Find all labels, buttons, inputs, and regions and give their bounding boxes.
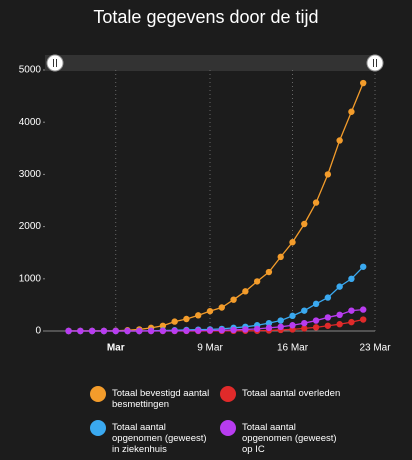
legend-item: Totaal aantal overleden: [220, 386, 345, 402]
data-point: [360, 263, 367, 270]
data-point: [195, 312, 202, 319]
data-point: [312, 317, 320, 324]
data-point: [324, 314, 332, 321]
data-point: [253, 325, 261, 333]
legend-swatch: [220, 420, 236, 436]
legend-label: Totaal aantal opgenomen (geweest) in zie…: [112, 422, 207, 455]
data-point: [301, 319, 308, 327]
data-point: [183, 315, 190, 323]
data-point: [324, 171, 332, 178]
data-point: [206, 307, 214, 315]
data-point: [277, 253, 284, 261]
y-tick-label: 2000: [19, 221, 42, 232]
data-point: [336, 311, 343, 319]
y-tick-label: 4000: [19, 117, 42, 128]
legend-label: Totaal aantal opgenomen (geweest) op IC: [242, 422, 337, 455]
legend-label: Totaal aantal overleden: [242, 388, 341, 399]
data-point: [324, 322, 332, 329]
data-point: [253, 278, 261, 285]
data-point: [324, 294, 332, 301]
chart-title: Totale gegevens door de tijd: [93, 7, 318, 27]
range-band: [45, 55, 375, 71]
data-point: [289, 312, 296, 320]
data-point: [348, 108, 355, 115]
y-tick-label: 3000: [19, 169, 42, 180]
data-point: [206, 327, 214, 334]
data-point: [312, 199, 320, 206]
legend-swatch: [90, 420, 106, 436]
data-point: [301, 307, 308, 314]
data-point: [77, 327, 84, 335]
data-point: [336, 321, 343, 328]
data-point: [124, 327, 131, 335]
legend-item: Totaal bevestigd aantal besmettingen: [90, 386, 215, 410]
data-point: [348, 307, 355, 314]
legend-swatch: [220, 386, 236, 402]
data-point: [112, 327, 119, 335]
data-point: [336, 137, 343, 144]
data-point: [301, 220, 308, 228]
data-point: [171, 327, 178, 335]
data-point: [242, 326, 249, 333]
series-line: [68, 82, 364, 332]
data-point: [230, 296, 237, 303]
y-tick-label: 1000: [19, 273, 42, 284]
data-point: [65, 327, 72, 335]
data-point: [289, 322, 296, 329]
data-point: [289, 239, 296, 246]
x-tick-label: 16 Mar: [277, 343, 309, 354]
data-point: [159, 327, 167, 335]
data-point: [348, 275, 355, 282]
data-point: [360, 306, 367, 313]
data-point: [265, 319, 273, 327]
data-point: [218, 304, 225, 311]
data-point: [159, 322, 167, 329]
x-tick-label: Mar: [107, 343, 125, 354]
data-point: [88, 327, 96, 335]
range-handle[interactable]: [366, 54, 384, 72]
data-point: [312, 324, 320, 331]
data-point: [312, 300, 320, 308]
data-point: [230, 326, 237, 334]
data-point: [277, 323, 284, 331]
data-point: [360, 316, 367, 323]
legend-swatch: [90, 386, 106, 402]
data-point: [277, 317, 284, 324]
data-point: [265, 324, 273, 332]
legend-label: Totaal bevestigd aantal besmettingen: [112, 388, 210, 410]
data-point: [195, 327, 202, 334]
data-point: [348, 318, 355, 326]
handle-knob: [46, 54, 64, 72]
legend-item: Totaal aantal opgenomen (geweest) in zie…: [90, 420, 215, 455]
y-tick-label: 0: [35, 326, 41, 337]
legend-item: Totaal aantal opgenomen (geweest) op IC: [220, 420, 345, 455]
x-tick-label: 23 Mar: [359, 343, 391, 354]
x-tick-label: 9 Mar: [197, 343, 223, 354]
y-tick-label: 5000: [19, 65, 42, 76]
data-point: [265, 268, 273, 276]
data-point: [336, 283, 343, 290]
data-point: [171, 318, 178, 325]
data-point: [136, 327, 143, 335]
data-point: [100, 327, 108, 335]
range-handle[interactable]: [46, 54, 64, 72]
data-point: [183, 327, 190, 334]
data-point: [242, 288, 249, 295]
data-point: [147, 327, 155, 335]
data-point: [360, 79, 367, 87]
data-point: [301, 325, 308, 332]
data-point: [218, 327, 225, 334]
handle-knob: [366, 54, 384, 72]
